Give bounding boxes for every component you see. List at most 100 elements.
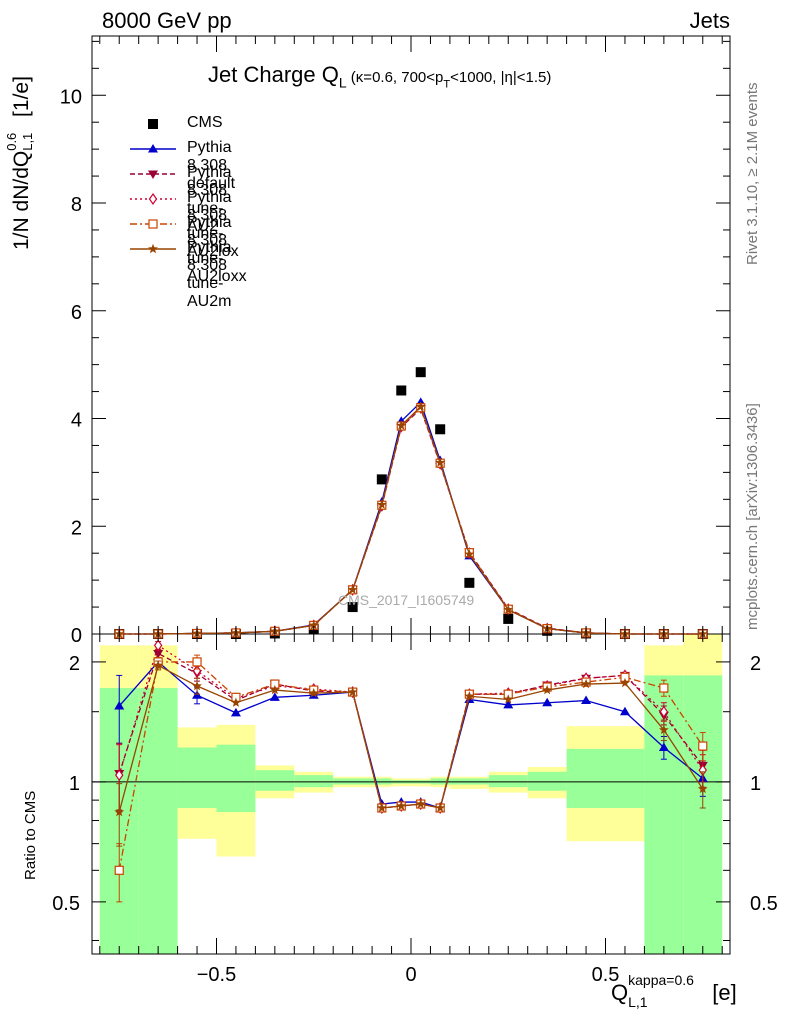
ratio-y-tick-label: 0.5: [52, 893, 80, 915]
legend-label: Pythia 8.308 tune-AU2lox: [187, 189, 239, 260]
stat-band-bin: [294, 775, 334, 788]
analysis-watermark: CMS_2017_I1605749: [338, 592, 475, 608]
ratio-point: [415, 798, 426, 809]
main-y-tick-label: 4: [71, 410, 82, 432]
ratio-point: [542, 697, 553, 707]
legend-label: Pythia 8.308 tune-AU2: [187, 164, 232, 235]
rivet-version-label: Rivet 3.1.10, ≥ 2.1M events: [744, 82, 761, 266]
ratio-point: [697, 783, 708, 794]
ratio-point: [581, 695, 592, 705]
legend-label: CMS: [187, 114, 223, 131]
ratio-point: [114, 701, 125, 710]
legend-swatch: [130, 144, 176, 153]
legend-marker: [148, 170, 158, 179]
ratio-series-star: [114, 660, 708, 847]
ratio-y-tick-label-right: 2: [750, 653, 761, 675]
main-series-line: [119, 405, 703, 635]
ratio-series-line: [118, 652, 704, 809]
x-tick-label: 0.5: [592, 964, 620, 986]
main-point: [415, 367, 426, 378]
stat-band-bin: [527, 771, 567, 791]
ratio-point: [269, 684, 280, 695]
ratio-point: [230, 697, 241, 707]
ratio-point: [114, 865, 124, 875]
axis-ticks: 0 2 4 6 8 10 −0.5 0 0.5 0.5 0.5 1 1 2 2: [52, 36, 778, 986]
main-point: [347, 602, 358, 613]
stat-band-bin: [683, 675, 723, 954]
main-y-tick-label: 6: [71, 302, 82, 324]
ratio-point: [376, 802, 387, 813]
legend-label: Pythia 8.308 tune-AU2loxx: [187, 214, 247, 285]
stat-band-bin: [255, 770, 295, 791]
legend-marker: [148, 144, 158, 153]
ratio-series-line: [118, 664, 704, 813]
main-point: [503, 604, 514, 614]
ratio-point: [192, 680, 202, 691]
ratio-point: [503, 694, 514, 704]
ratio-point: [620, 677, 630, 688]
ratio-point: [308, 687, 319, 698]
x-tick-label: −0.5: [197, 964, 236, 986]
main-y-tick-label: 8: [71, 194, 82, 216]
stat-band-bin: [488, 775, 528, 788]
ratio-y-tick-label: 2: [69, 653, 80, 675]
ratio-point: [153, 649, 164, 659]
ratio-point: [347, 686, 358, 697]
legend-swatch: [130, 219, 176, 229]
ratio-series-line: [118, 661, 704, 809]
stat-band-bin: [605, 748, 645, 809]
main-point: [503, 613, 514, 624]
legend-swatch: [148, 119, 158, 129]
main-point: [376, 499, 387, 509]
stat-band-bin: [138, 688, 178, 954]
main-y-tick-label: 0: [71, 625, 82, 647]
ratio-point: [230, 707, 241, 717]
main-point: [347, 584, 358, 595]
main-point: [396, 385, 407, 396]
ratio-point: [114, 769, 124, 782]
ratio-y-tick-label: 1: [69, 773, 80, 795]
main-point: [308, 620, 319, 630]
ratio-point: [698, 741, 708, 751]
stat-band-bin: [566, 748, 606, 809]
legend-swatch: [130, 170, 176, 179]
ratio-point: [153, 660, 164, 670]
ratio-point: [542, 684, 553, 695]
ratio-axis-label: Ratio to CMS: [22, 790, 39, 880]
plot-title: Jet Charge QL (κ=0.6, 700<pT<1000, |η|<1…: [208, 62, 552, 91]
stat-band-bin: [177, 747, 217, 809]
legend-marker: [148, 119, 158, 129]
main-y-tick-label: 2: [71, 517, 82, 539]
ratio-point: [619, 706, 630, 716]
legend-marker: [148, 192, 158, 206]
ratio-point: [396, 800, 407, 811]
main-point: [376, 474, 387, 485]
ratio-point: [192, 657, 202, 667]
main-point: [435, 424, 446, 435]
legend-marker: [148, 219, 158, 229]
main-point: [464, 577, 475, 588]
legend-label: Pythia 8.308 tune-AU2m: [187, 239, 232, 310]
ratio-point: [659, 683, 669, 693]
ratio-point: [658, 724, 669, 735]
main-point: [396, 420, 407, 430]
collision-energy-label: 8000 GeV pp: [102, 8, 232, 33]
stat-band-bin: [216, 744, 256, 813]
main-point: [435, 457, 446, 467]
ratio-point: [269, 692, 280, 701]
main-point: [464, 549, 475, 559]
legend-swatch: [130, 192, 176, 206]
ratio-point: [435, 802, 446, 813]
ratio-panel-series: [114, 639, 708, 903]
legend-marker: [148, 243, 158, 254]
x-tick-label: 0: [405, 964, 416, 986]
ratio-point: [581, 678, 592, 689]
y-axis-label: 1/N dN/dQ 0.6 L,1 [1/e]: [4, 76, 35, 250]
ratio-point: [464, 691, 475, 701]
process-label: Jets: [689, 8, 730, 33]
ratio-point: [114, 806, 125, 817]
ratio-point: [503, 699, 514, 709]
ratio-y-tick-label-right: 0.5: [750, 893, 778, 915]
